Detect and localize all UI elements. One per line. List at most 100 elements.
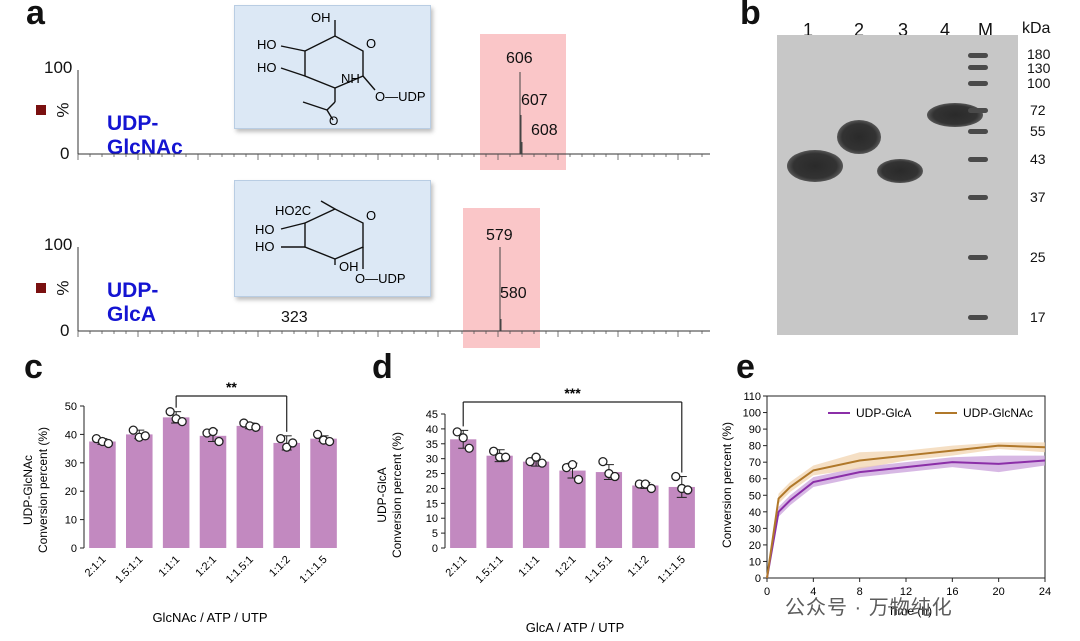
x-tick-label: 1:1:1: [156, 554, 182, 580]
x-tick-label: 1:1:2: [626, 554, 652, 580]
bar: [595, 472, 623, 548]
lane-1-label: 1: [803, 20, 814, 40]
bar: [126, 434, 153, 548]
ho-label-1: HO: [257, 37, 277, 52]
y-tick-label: 20: [749, 540, 761, 552]
x-tick-label: 2:1:1: [444, 554, 470, 580]
ho2c-label: HO2C: [275, 203, 311, 218]
chart-c-ylabel-1: UDP-GlcNAc: [21, 455, 35, 525]
ladder-band-17: [968, 315, 988, 320]
data-point: [683, 485, 693, 495]
structure-box-udp-glcnac: OH HO HO NH O O—UDP O: [234, 5, 431, 129]
ring-o-label: O: [366, 36, 376, 51]
legend-square-top: [36, 105, 46, 115]
band-lane-2: [837, 120, 881, 154]
data-point: [103, 438, 114, 449]
y-tick-label: 80: [749, 441, 761, 453]
y-tick-label: 35: [426, 439, 438, 451]
highlight-606: [480, 34, 566, 170]
data-point: [312, 429, 323, 440]
bottom-y-min: 0: [60, 321, 70, 340]
udp-label: O—UDP: [375, 89, 426, 104]
y-tick-label: 25: [426, 469, 438, 481]
ladder-band-180: [968, 53, 988, 58]
x-tick-label: 1:2:1: [193, 554, 219, 580]
bar: [310, 438, 337, 548]
data-point: [573, 474, 584, 485]
ladder-band-55: [968, 129, 988, 134]
series-line-udp-glca: [766, 459, 1046, 579]
data-point: [531, 452, 541, 462]
data-point: [646, 483, 657, 494]
x-tick-label: 16: [946, 586, 958, 598]
top-y-min: 0: [60, 144, 70, 163]
oh-label-2: OH: [339, 259, 359, 274]
y-tick-label: 60: [749, 474, 761, 486]
bar: [89, 441, 116, 548]
data-point: [208, 426, 218, 437]
chart-e-ylabel: Conversion percent (%): [720, 422, 734, 548]
marker-180: 180: [1027, 46, 1051, 62]
data-point: [288, 438, 298, 448]
lane-2-label: 2: [854, 20, 865, 40]
x-tick-label: 1:1:2: [267, 554, 293, 580]
legend-label: UDP-GlcA: [856, 406, 911, 420]
lane-3-label: 3: [898, 20, 909, 40]
data-point: [525, 456, 535, 467]
sds-page-gel: [777, 35, 1018, 335]
y-tick-label: 30: [426, 454, 438, 466]
chart-d: UDP-GlcA Conversion percent (%) GlcA / A…: [375, 385, 695, 635]
chart-d-ylabel-1: UDP-GlcA: [375, 467, 389, 522]
y-tick-label: 10: [65, 515, 77, 527]
bar: [559, 470, 586, 548]
data-point: [128, 425, 138, 435]
data-point: [537, 458, 547, 468]
y-tick-label: 70: [749, 457, 761, 469]
chart-e: Conversion percent (%) Time (h) 0 10 20 30 4…: [720, 391, 1051, 618]
panel-c-label: c: [24, 348, 43, 386]
lane-4-label: 4: [940, 20, 951, 40]
top-y-max: 100: [44, 58, 73, 77]
x-tick-label: 1.5:1:1: [473, 554, 505, 586]
bar: [632, 485, 659, 548]
data-point: [165, 407, 175, 417]
bar: [236, 425, 264, 548]
chart-d-xlabel: GlcA / ATP / UTP: [526, 620, 625, 635]
y-tick-label: 30: [749, 523, 761, 535]
x-tick-label: 0: [764, 586, 770, 598]
significance-label: **: [226, 379, 237, 395]
data-point: [488, 446, 499, 456]
y-tick-label: 20: [426, 483, 438, 495]
x-tick-label: 1:1.5:1: [224, 554, 256, 586]
band-lane-3: [877, 159, 923, 183]
marker-25: 25: [1030, 249, 1046, 265]
chart-e-xlabel: Time (h): [888, 604, 932, 618]
y-tick-label: 0: [755, 573, 761, 585]
kda-label: kDa: [1022, 20, 1051, 37]
peak-607: 607: [521, 92, 548, 109]
data-point: [140, 431, 150, 441]
y-tick-label: 50: [65, 401, 77, 413]
marker-43: 43: [1030, 151, 1046, 167]
ho-label-4: HO: [255, 239, 275, 254]
bar: [450, 439, 477, 548]
x-tick-label: 1.5:1:1: [113, 554, 145, 586]
y-tick-label: 40: [749, 507, 761, 519]
x-tick-label: 1:2:1: [553, 554, 579, 580]
y-tick-label: 45: [426, 409, 438, 421]
compound-udp-glca: UDP-GlcA: [107, 279, 159, 326]
panel-a-label: a: [26, 0, 45, 32]
y-tick-label: 0: [71, 543, 77, 555]
x-tick-label: 24: [1039, 586, 1051, 598]
data-point: [671, 471, 681, 482]
data-point: [324, 436, 335, 447]
bar: [162, 417, 190, 548]
ring-o-label-2: O: [366, 208, 376, 223]
x-tick-label: 20: [993, 586, 1005, 598]
marker-55: 55: [1030, 123, 1046, 139]
y-tick-label: 40: [65, 429, 77, 441]
udp-glcnac-structure: OH HO HO NH O O—UDP O: [257, 10, 426, 128]
legend-label: UDP-GlcNAc: [963, 406, 1033, 420]
y-tick-label: 100: [743, 408, 761, 420]
chart-c-ylabel-2: Conversion percent (%): [36, 427, 50, 553]
